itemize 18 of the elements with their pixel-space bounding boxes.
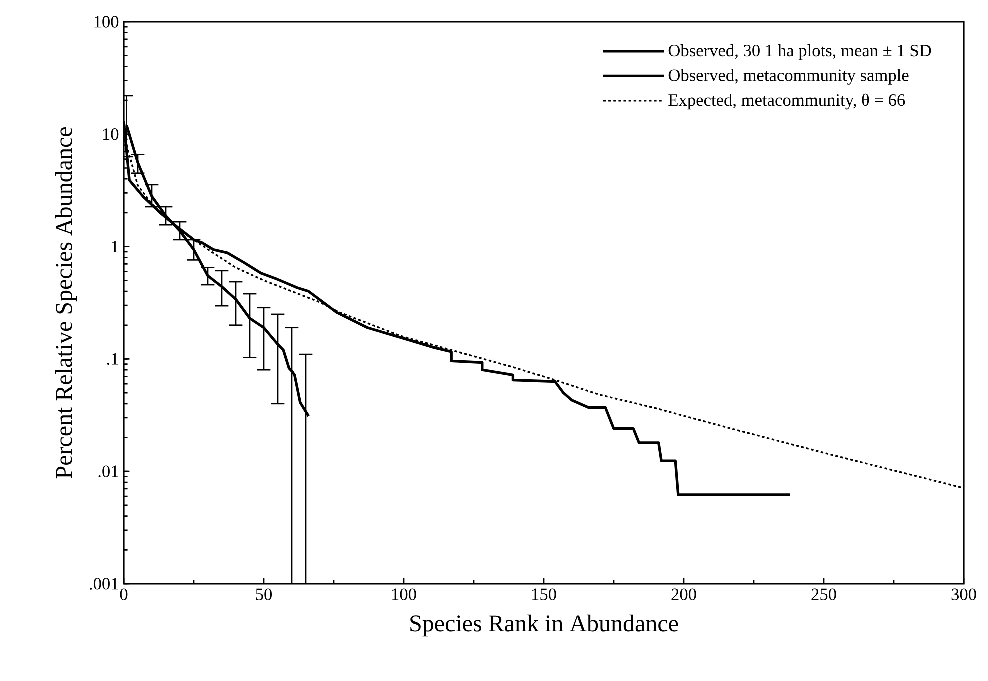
x-tick-label: 50 [256,588,272,600]
x-tick-label: 250 [812,588,836,600]
legend-label: Expected, metacommunity, θ = 66 [668,94,906,110]
x-tick-label: 300 [952,588,976,600]
x-tick-label: 0 [120,588,128,600]
legend-label: Observed, 30 1 ha plots, mean ± 1 SD [668,44,932,60]
x-tick-label: 200 [672,588,696,600]
x-tick-label: 150 [532,588,556,600]
y-tick-label: .1 [107,353,118,365]
y-tick-label: 1 [112,240,118,252]
legend-label: Observed, metacommunity sample [668,68,909,85]
y-tick-label: 100 [94,16,119,28]
y-tick-label: 10 [103,128,119,140]
y-tick-label: .001 [90,578,118,590]
x-axis-title: Species Rank in Abundance [410,614,678,636]
x-tick-label: 100 [392,588,416,600]
y-tick-label: .01 [98,466,118,478]
y-axis-title: Percent Relative Species Abundance [55,127,78,478]
